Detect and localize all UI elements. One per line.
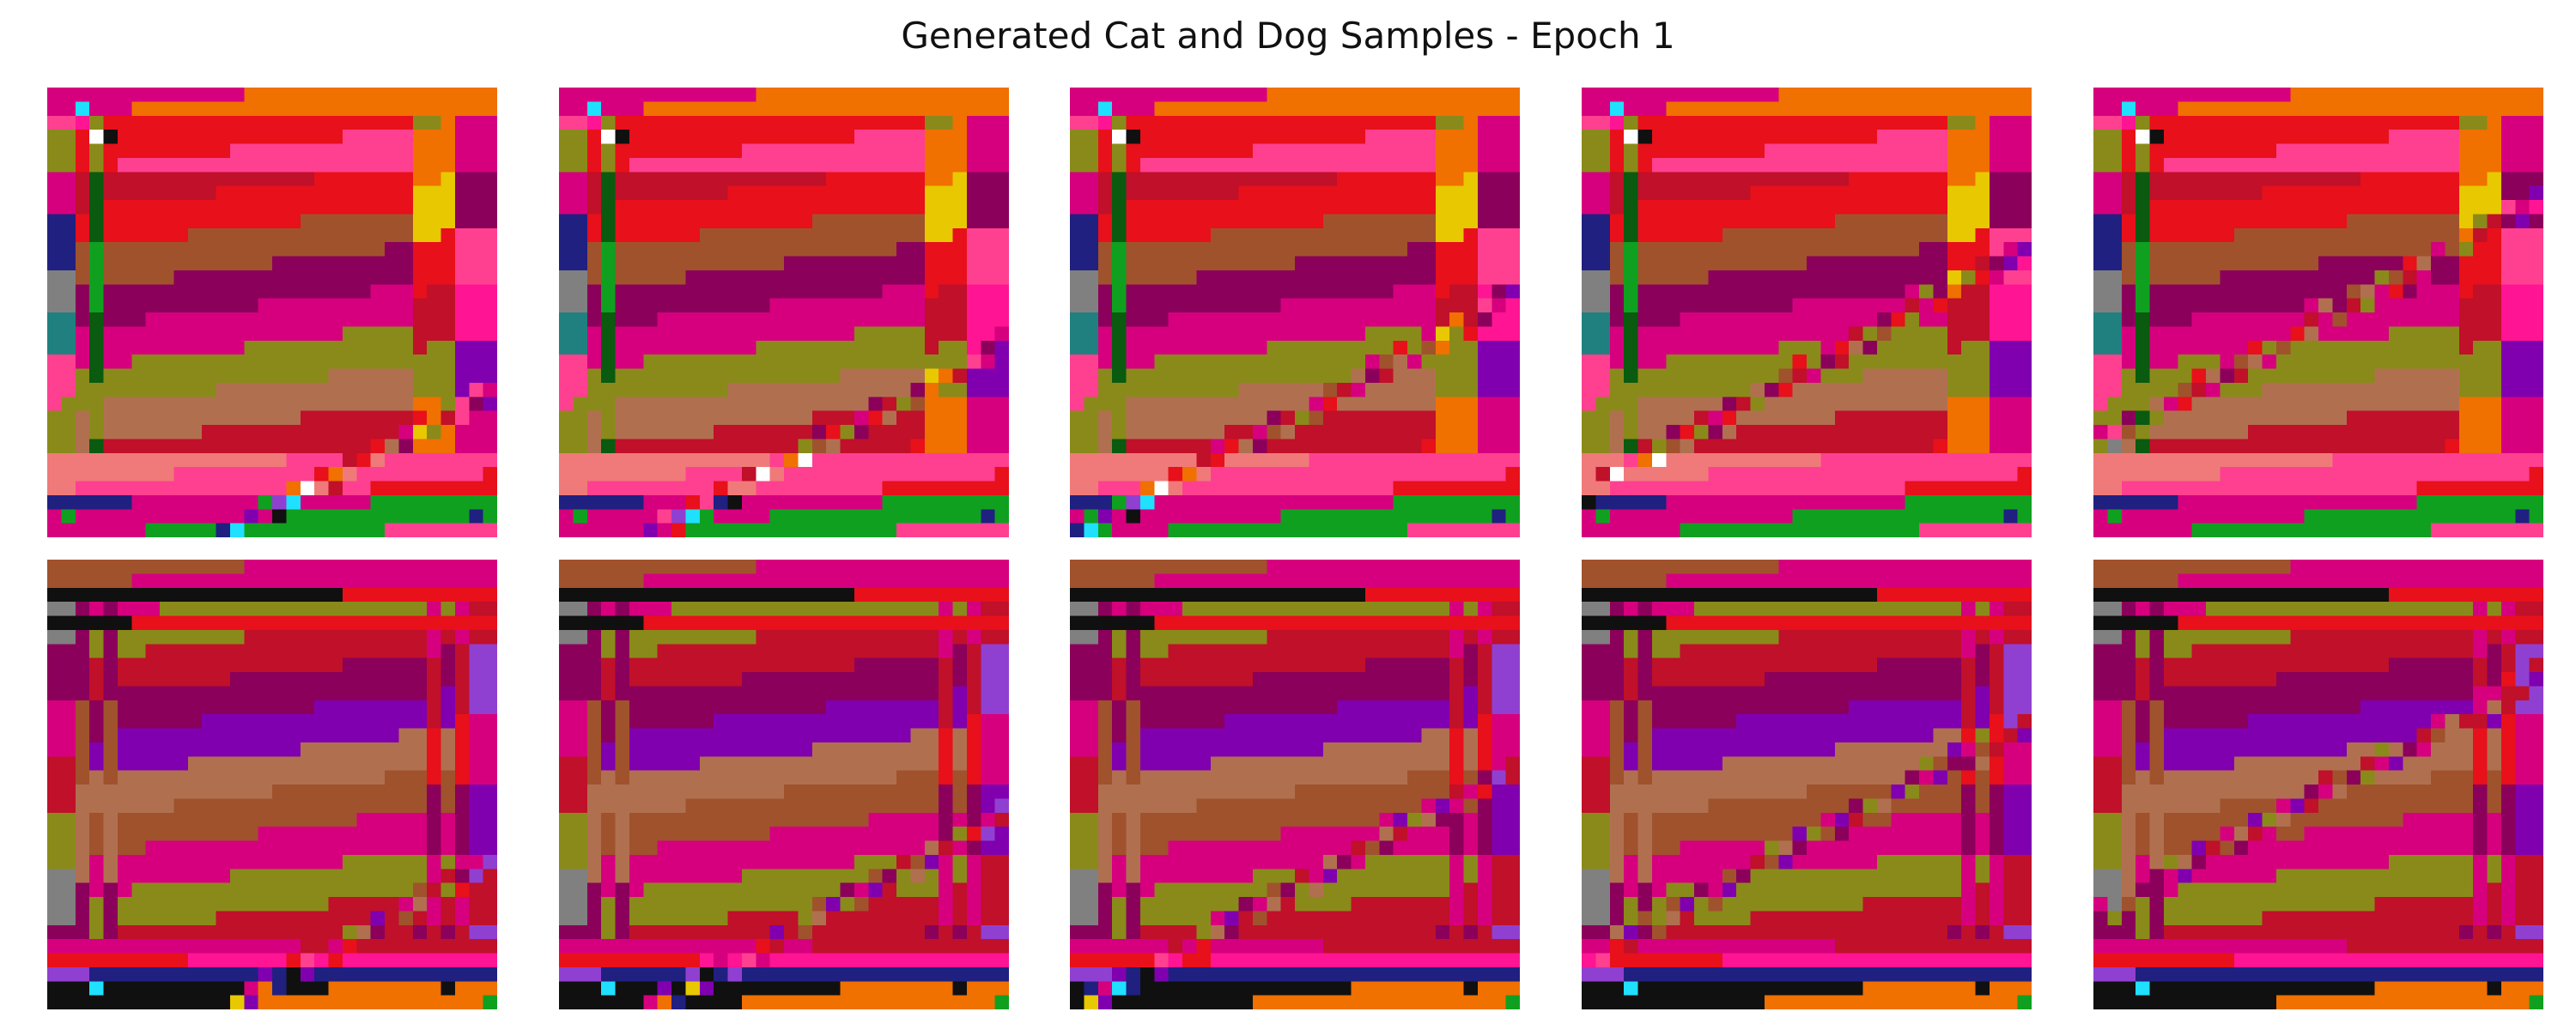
sample-canvas — [1582, 560, 2032, 1009]
sample-canvas — [47, 560, 497, 1009]
sample-image-r2-c2 — [559, 560, 1009, 1009]
sample-image-r1-c4 — [1582, 88, 2032, 537]
sample-canvas — [2093, 560, 2543, 1009]
sample-image-r1-c5 — [2093, 88, 2543, 537]
sample-canvas — [1070, 560, 1520, 1009]
sample-canvas — [559, 88, 1009, 537]
sample-image-r2-c5 — [2093, 560, 2543, 1009]
sample-canvas — [47, 88, 497, 537]
sample-image-r2-c1 — [47, 560, 497, 1009]
sample-image-r1-c1 — [47, 88, 497, 537]
sample-canvas — [1582, 88, 2032, 537]
sample-image-r2-c3 — [1070, 560, 1520, 1009]
sample-image-r2-c4 — [1582, 560, 2032, 1009]
figure-title: Generated Cat and Dog Samples - Epoch 1 — [901, 15, 1675, 57]
sample-canvas — [559, 560, 1009, 1009]
sample-image-r1-c3 — [1070, 88, 1520, 537]
sample-image-r1-c2 — [559, 88, 1009, 537]
sample-canvas — [2093, 88, 2543, 537]
sample-canvas — [1070, 88, 1520, 537]
